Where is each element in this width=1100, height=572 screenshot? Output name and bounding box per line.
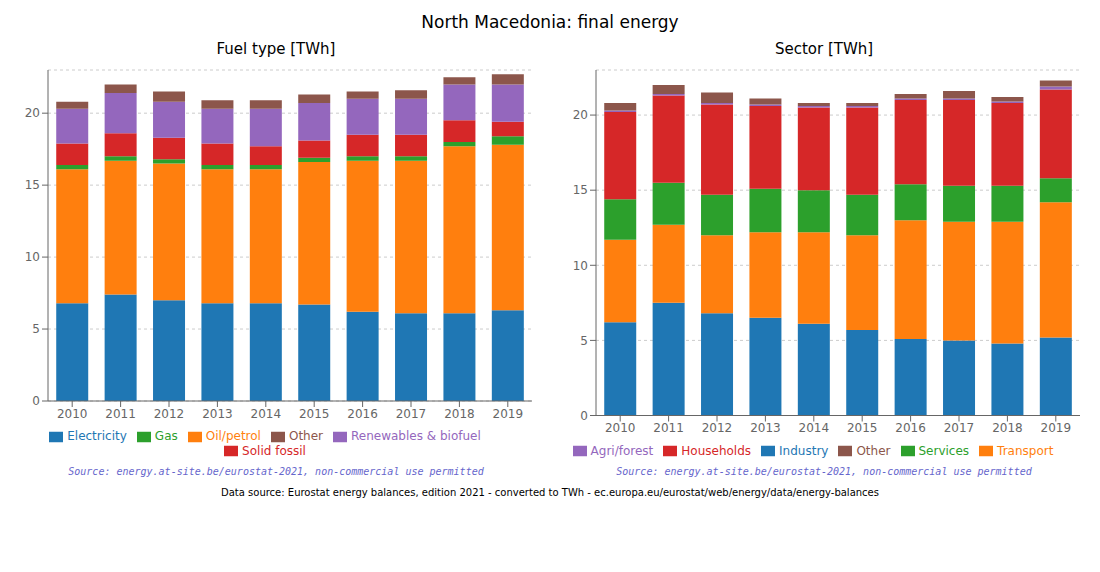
svg-text:2010: 2010 xyxy=(605,421,636,435)
html-text:Fuel type [TWh]: Fuel type [TWh] xyxy=(216,40,336,58)
svg-text:2014: 2014 xyxy=(799,421,830,435)
html-text:Agri/forest: Agri/forest xyxy=(590,443,654,458)
html-text:Solid fossil: Solid fossil xyxy=(242,443,306,458)
svg-text:2013: 2013 xyxy=(202,407,233,421)
html-text:Source: energy.at-site.be/euro: Source: energy.at-site.be/eurostat-2021,… xyxy=(68,466,484,477)
svg-text:2019: 2019 xyxy=(1041,421,1072,435)
svg-text:2016: 2016 xyxy=(347,407,378,421)
svg-text:5: 5 xyxy=(32,322,40,336)
svg-text:2019: 2019 xyxy=(493,407,524,421)
html-text:North Macedonia: final energy: North Macedonia: final energy xyxy=(421,12,679,32)
svg-text:2011: 2011 xyxy=(653,421,684,435)
svg-text:2015: 2015 xyxy=(299,407,330,421)
svg-text:10: 10 xyxy=(573,259,588,273)
svg-text:20: 20 xyxy=(25,106,40,120)
svg-text:20: 20 xyxy=(573,108,588,122)
svg-text:0: 0 xyxy=(32,394,40,408)
svg-text:15: 15 xyxy=(573,183,588,197)
svg-text:5: 5 xyxy=(580,334,588,348)
html-text:Other: Other xyxy=(289,429,323,443)
html-text:Renewables & biofuel: Renewables & biofuel xyxy=(351,429,481,443)
html-text:Other: Other xyxy=(856,443,891,458)
svg-text:2010: 2010 xyxy=(57,407,88,421)
html-text:Sector [TWh]: Sector [TWh] xyxy=(774,40,874,58)
html-text:Households: Households xyxy=(681,443,752,458)
svg-text:15: 15 xyxy=(25,178,40,192)
svg-text:0: 0 xyxy=(580,409,588,423)
svg-text:2017: 2017 xyxy=(944,421,975,435)
svg-text:2013: 2013 xyxy=(750,421,781,435)
svg-text:2014: 2014 xyxy=(251,407,282,421)
svg-text:2012: 2012 xyxy=(154,407,185,421)
svg-text:2018: 2018 xyxy=(992,421,1023,435)
svg-text:2018: 2018 xyxy=(444,407,475,421)
html-text:Electricity: Electricity xyxy=(67,429,127,443)
html-text:Transport: Transport xyxy=(997,443,1054,458)
html-text:Gas: Gas xyxy=(154,429,178,443)
html-text:Industry: Industry xyxy=(779,443,829,458)
svg-text:2015: 2015 xyxy=(847,421,878,435)
html-text:Services: Services xyxy=(918,443,970,458)
html-text:Data source: Eurostat energy b: Data source: Eurostat energy balances, e… xyxy=(221,487,879,498)
svg-text:2016: 2016 xyxy=(895,421,926,435)
svg-text:10: 10 xyxy=(25,250,40,264)
html-text:Source: energy.at-site.be/euro: Source: energy.at-site.be/eurostat-2021,… xyxy=(616,466,1032,477)
svg-text:2012: 2012 xyxy=(702,421,733,435)
html-text:Oil/petrol: Oil/petrol xyxy=(205,429,261,443)
svg-text:2017: 2017 xyxy=(396,407,427,421)
svg-text:2011: 2011 xyxy=(105,407,136,421)
